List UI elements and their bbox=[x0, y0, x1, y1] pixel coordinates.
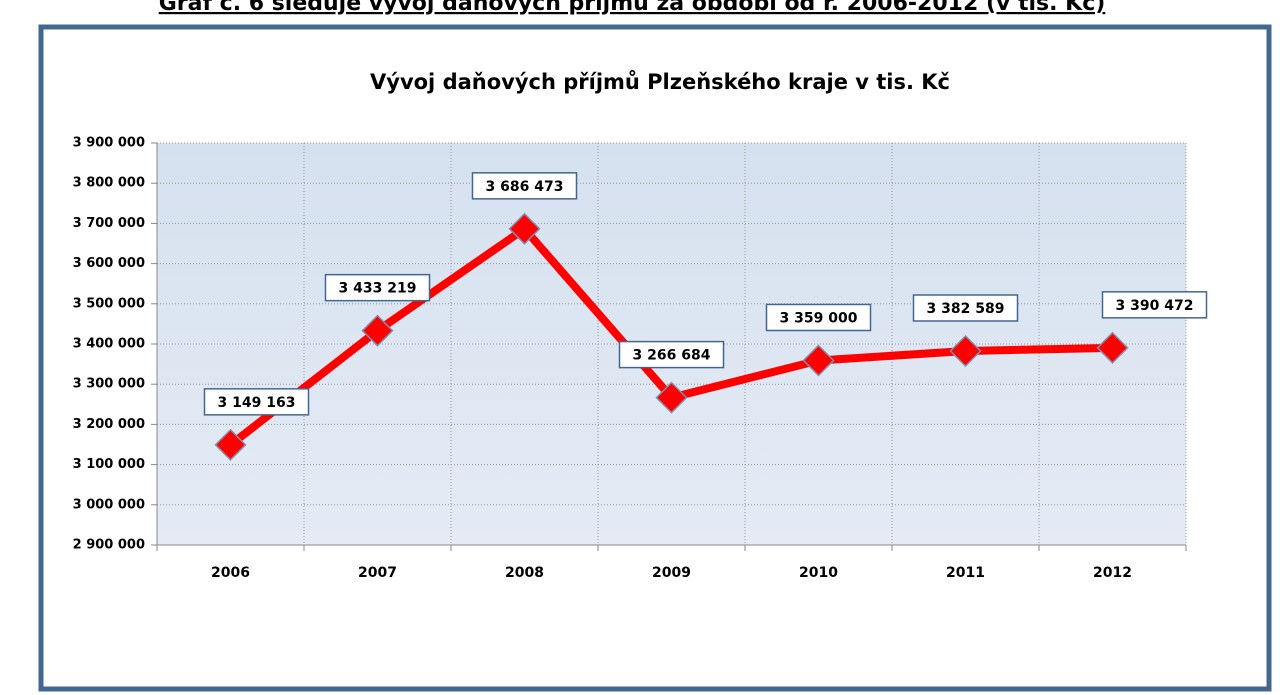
marker bbox=[655, 381, 688, 414]
data-label-box bbox=[765, 303, 872, 332]
marker bbox=[1096, 331, 1129, 364]
y-tick-label: 2 900 000 bbox=[73, 538, 145, 553]
data-label-box bbox=[618, 340, 725, 369]
y-tick-label: 3 100 000 bbox=[73, 457, 145, 472]
data-label-box bbox=[912, 294, 1019, 322]
data-label-box bbox=[203, 388, 310, 416]
y-tick-label: 3 200 000 bbox=[73, 417, 145, 432]
x-tick-label: 2009 bbox=[652, 565, 691, 581]
y-tick-label: 3 900 000 bbox=[73, 136, 145, 151]
y-tick-label: 3 300 000 bbox=[73, 377, 145, 392]
caption: Graf č. 6 sleduje vývoj daňových příjmů … bbox=[159, 0, 1106, 16]
y-tick-label: 3 400 000 bbox=[73, 337, 145, 352]
y-tick-label: 3 600 000 bbox=[73, 256, 145, 271]
x-tick-label: 2006 bbox=[211, 565, 250, 581]
data-label: 3 390 472 bbox=[1116, 298, 1194, 314]
data-label-box bbox=[1101, 291, 1208, 319]
data-label: 3 686 473 bbox=[486, 179, 564, 195]
y-tick-label: 3 000 000 bbox=[73, 497, 145, 512]
x-tick-label: 2011 bbox=[946, 565, 985, 581]
x-tick-label: 2008 bbox=[505, 565, 544, 581]
data-label: 3 433 219 bbox=[339, 281, 417, 297]
x-tick-label: 2012 bbox=[1093, 565, 1132, 581]
marker bbox=[802, 344, 835, 377]
chart-title: Vývoj daňových příjmů Plzeňského kraje v… bbox=[370, 70, 950, 94]
data-label: 3 266 684 bbox=[633, 348, 711, 364]
marker bbox=[361, 314, 394, 347]
data-label: 3 382 589 bbox=[927, 301, 1005, 317]
data-label: 3 149 163 bbox=[218, 395, 296, 411]
data-label-box bbox=[324, 273, 431, 302]
x-tick-label: 2007 bbox=[358, 565, 397, 581]
marker bbox=[214, 428, 247, 461]
y-tick-label: 3 800 000 bbox=[73, 176, 145, 191]
marker bbox=[949, 334, 982, 368]
y-tick-label: 3 700 000 bbox=[73, 216, 145, 231]
data-label-box bbox=[471, 172, 578, 200]
y-tick-label: 3 500 000 bbox=[73, 296, 145, 311]
x-tick-label: 2010 bbox=[799, 565, 838, 581]
marker bbox=[508, 212, 541, 245]
data-label: 3 359 000 bbox=[780, 310, 858, 326]
